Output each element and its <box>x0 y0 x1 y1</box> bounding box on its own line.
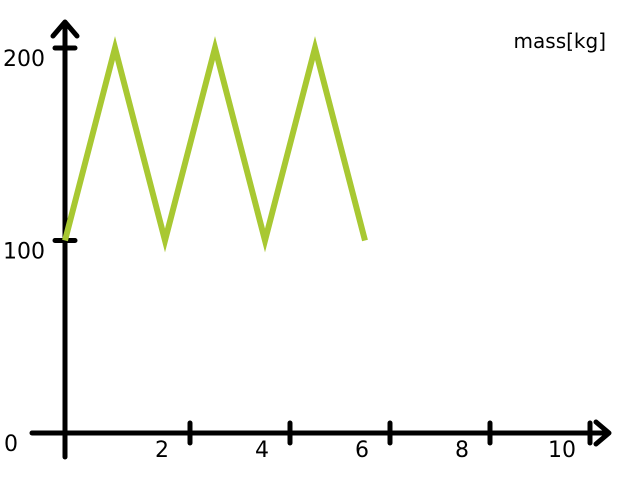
x-tick-group: 2 4 6 8 10 <box>155 420 593 463</box>
x-tick-label: 8 <box>455 438 469 463</box>
x-tick-label: 10 <box>548 438 576 463</box>
x-axis-arrowhead <box>593 419 612 447</box>
y-tick-label: 200 <box>3 47 45 72</box>
y-tick-group: 100 200 <box>3 45 78 265</box>
y-axis-arrowhead <box>50 19 80 39</box>
origin-label: 0 <box>4 432 18 457</box>
x-tick-label: 6 <box>355 438 369 463</box>
y-axis-title: mass[kg] <box>514 29 606 53</box>
series-line <box>62 36 368 253</box>
y-tick-label: 100 <box>3 240 45 265</box>
x-tick-label: 2 <box>155 438 169 463</box>
x-tick-label: 4 <box>255 438 269 463</box>
series-layer <box>62 36 368 253</box>
